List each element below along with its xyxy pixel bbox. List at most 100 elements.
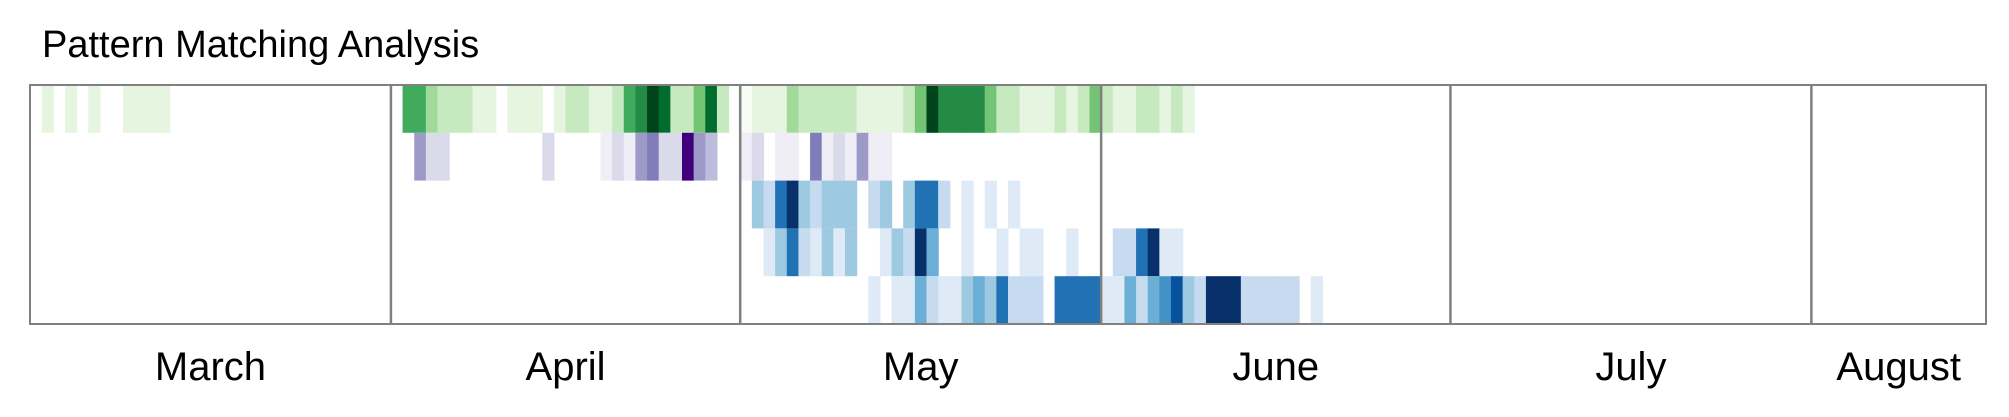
heatmap-cells (41, 85, 1323, 324)
heatmap-cell (1031, 276, 1044, 324)
heatmap-cell (1171, 228, 1184, 277)
heatmap-cell (1124, 276, 1137, 324)
heatmap-cell (903, 180, 916, 229)
heatmap-cell (1275, 276, 1289, 324)
heatmap-cell (879, 228, 893, 277)
heatmap-cell (879, 85, 893, 133)
heatmap-cell (472, 85, 485, 133)
heatmap-cell (798, 180, 811, 229)
heatmap-cell (786, 228, 800, 277)
heatmap-cell (542, 132, 555, 181)
heatmap-cell (553, 85, 567, 133)
heatmap-cell (903, 276, 916, 324)
heatmap-cell (647, 132, 660, 181)
heatmap-cell (402, 85, 415, 133)
heatmap-cell (1054, 276, 1067, 324)
heatmap-cell (1031, 85, 1044, 133)
heatmap-cell (565, 85, 578, 133)
heatmap-cell (868, 276, 881, 324)
heatmap-cell (484, 85, 497, 133)
heatmap-cell (949, 276, 963, 324)
heatmap-cell (612, 85, 625, 133)
heatmap-cell (868, 180, 881, 229)
heatmap-cell (786, 180, 800, 229)
heatmap-cell (123, 85, 136, 133)
heatmap-cell (437, 85, 450, 133)
heatmap-cell (716, 85, 730, 133)
heatmap-cell (833, 85, 846, 133)
heatmap-cell (635, 85, 648, 133)
heatmap-cell (938, 276, 951, 324)
heatmap-cell (588, 85, 602, 133)
heatmap-cell (973, 85, 986, 133)
heatmap-cell (891, 276, 904, 324)
heatmap-cell (670, 85, 683, 133)
heatmap-cell (1136, 228, 1149, 277)
heatmap-cell (961, 85, 974, 133)
heatmap-cell (623, 85, 637, 133)
heatmap-cell (1077, 85, 1091, 133)
heatmap-cell (984, 276, 997, 324)
heatmap-cell (938, 180, 951, 229)
heatmap-cell (798, 85, 811, 133)
heatmap-cell (903, 228, 916, 277)
heatmap-cell (984, 180, 997, 229)
heatmap-cell (1182, 85, 1195, 133)
heatmap-cell (868, 85, 881, 133)
heatmap-cell (41, 85, 54, 133)
heatmap-cell (821, 85, 834, 133)
heatmap-cell (623, 132, 637, 181)
heatmap-cell (1252, 276, 1265, 324)
heatmap-cell (1008, 276, 1021, 324)
heatmap-cell (658, 132, 671, 181)
heatmap-cell (1019, 228, 1032, 277)
heatmap-cell (810, 228, 823, 277)
heatmap-cell (1112, 228, 1126, 277)
heatmap-cell (926, 85, 939, 133)
heatmap-cell (868, 132, 881, 181)
heatmap-cell (519, 85, 532, 133)
heatmap-cell (134, 85, 148, 133)
heatmap-cell (1066, 276, 1079, 324)
heatmap-cell (786, 85, 800, 133)
month-separators (389, 85, 1813, 324)
heatmap-cell (670, 132, 683, 181)
heatmap-cell (1205, 276, 1219, 324)
heatmap-cell (763, 85, 776, 133)
heatmap-cell (775, 180, 788, 229)
heatmap-cell (449, 85, 462, 133)
heatmap-cell (763, 180, 776, 229)
heatmap-cell (903, 85, 916, 133)
heatmap-cell (961, 228, 974, 277)
heatmap-cell (1136, 276, 1149, 324)
heatmap-cell (845, 180, 858, 229)
heatmap-cell (879, 180, 893, 229)
heatmap-cell (845, 228, 858, 277)
heatmap-cell (810, 132, 823, 181)
heatmap-cell (705, 85, 718, 133)
month-label: July (1595, 345, 1666, 389)
heatmap-cell (996, 228, 1009, 277)
heatmap-cell (984, 85, 997, 133)
heatmap-cell (751, 180, 765, 229)
heatmap-cell (856, 132, 869, 181)
month-labels: March April May June July August (155, 345, 1961, 389)
heatmap-cell (682, 85, 695, 133)
heatmap-cell (938, 85, 951, 133)
heatmap-cell (1101, 276, 1114, 324)
heatmap-cell (996, 85, 1009, 133)
heatmap-cell (879, 132, 893, 181)
heatmap-cell (1042, 85, 1056, 133)
heatmap-cell (1112, 276, 1126, 324)
heatmap-cell (1182, 276, 1195, 324)
heatmap-cell (1287, 276, 1300, 324)
heatmap-cell (914, 228, 928, 277)
heatmap-cell (973, 276, 986, 324)
heatmap-cell (1019, 276, 1032, 324)
heatmap-cell (1264, 276, 1277, 324)
heatmap-cell (600, 85, 613, 133)
heatmap-cell (1008, 85, 1021, 133)
heatmap-cell (158, 85, 171, 133)
heatmap-cell (833, 228, 846, 277)
heatmap-cell (821, 228, 834, 277)
